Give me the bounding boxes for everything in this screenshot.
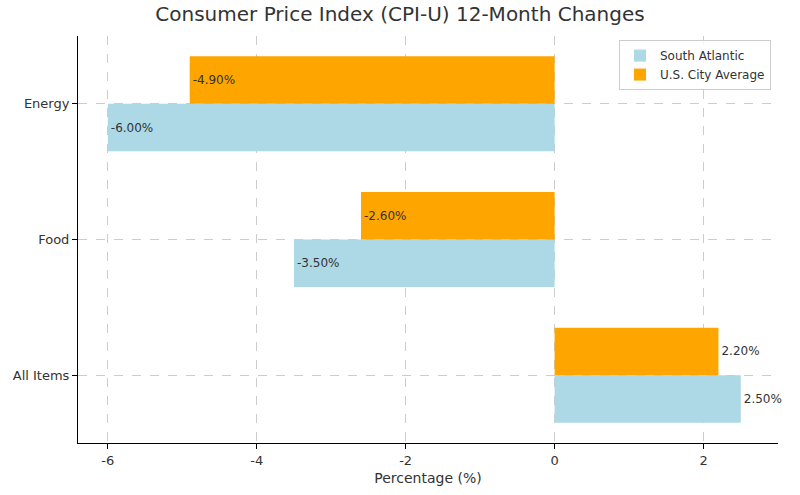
svg-text:2.20%: 2.20% bbox=[721, 344, 759, 358]
svg-text:-3.50%: -3.50% bbox=[297, 256, 339, 270]
svg-text:-4: -4 bbox=[250, 453, 263, 468]
svg-text:Consumer Price Index (CPI-U) 1: Consumer Price Index (CPI-U) 12-Month Ch… bbox=[155, 2, 644, 26]
svg-text:All Items: All Items bbox=[13, 368, 70, 383]
svg-text:-2.60%: -2.60% bbox=[364, 209, 406, 223]
svg-text:-6: -6 bbox=[101, 453, 114, 468]
svg-text:-4.90%: -4.90% bbox=[193, 73, 235, 87]
svg-text:-6.00%: -6.00% bbox=[111, 121, 153, 135]
svg-text:2: 2 bbox=[699, 453, 707, 468]
svg-text:Food: Food bbox=[38, 232, 69, 247]
svg-text:Percentage (%): Percentage (%) bbox=[374, 470, 481, 486]
svg-text:U.S. City Average: U.S. City Average bbox=[660, 68, 764, 82]
svg-text:Energy: Energy bbox=[24, 96, 70, 111]
svg-text:-2: -2 bbox=[399, 453, 412, 468]
svg-text:0: 0 bbox=[550, 453, 558, 468]
svg-text:2.50%: 2.50% bbox=[744, 392, 782, 406]
svg-text:South Atlantic: South Atlantic bbox=[660, 49, 744, 63]
